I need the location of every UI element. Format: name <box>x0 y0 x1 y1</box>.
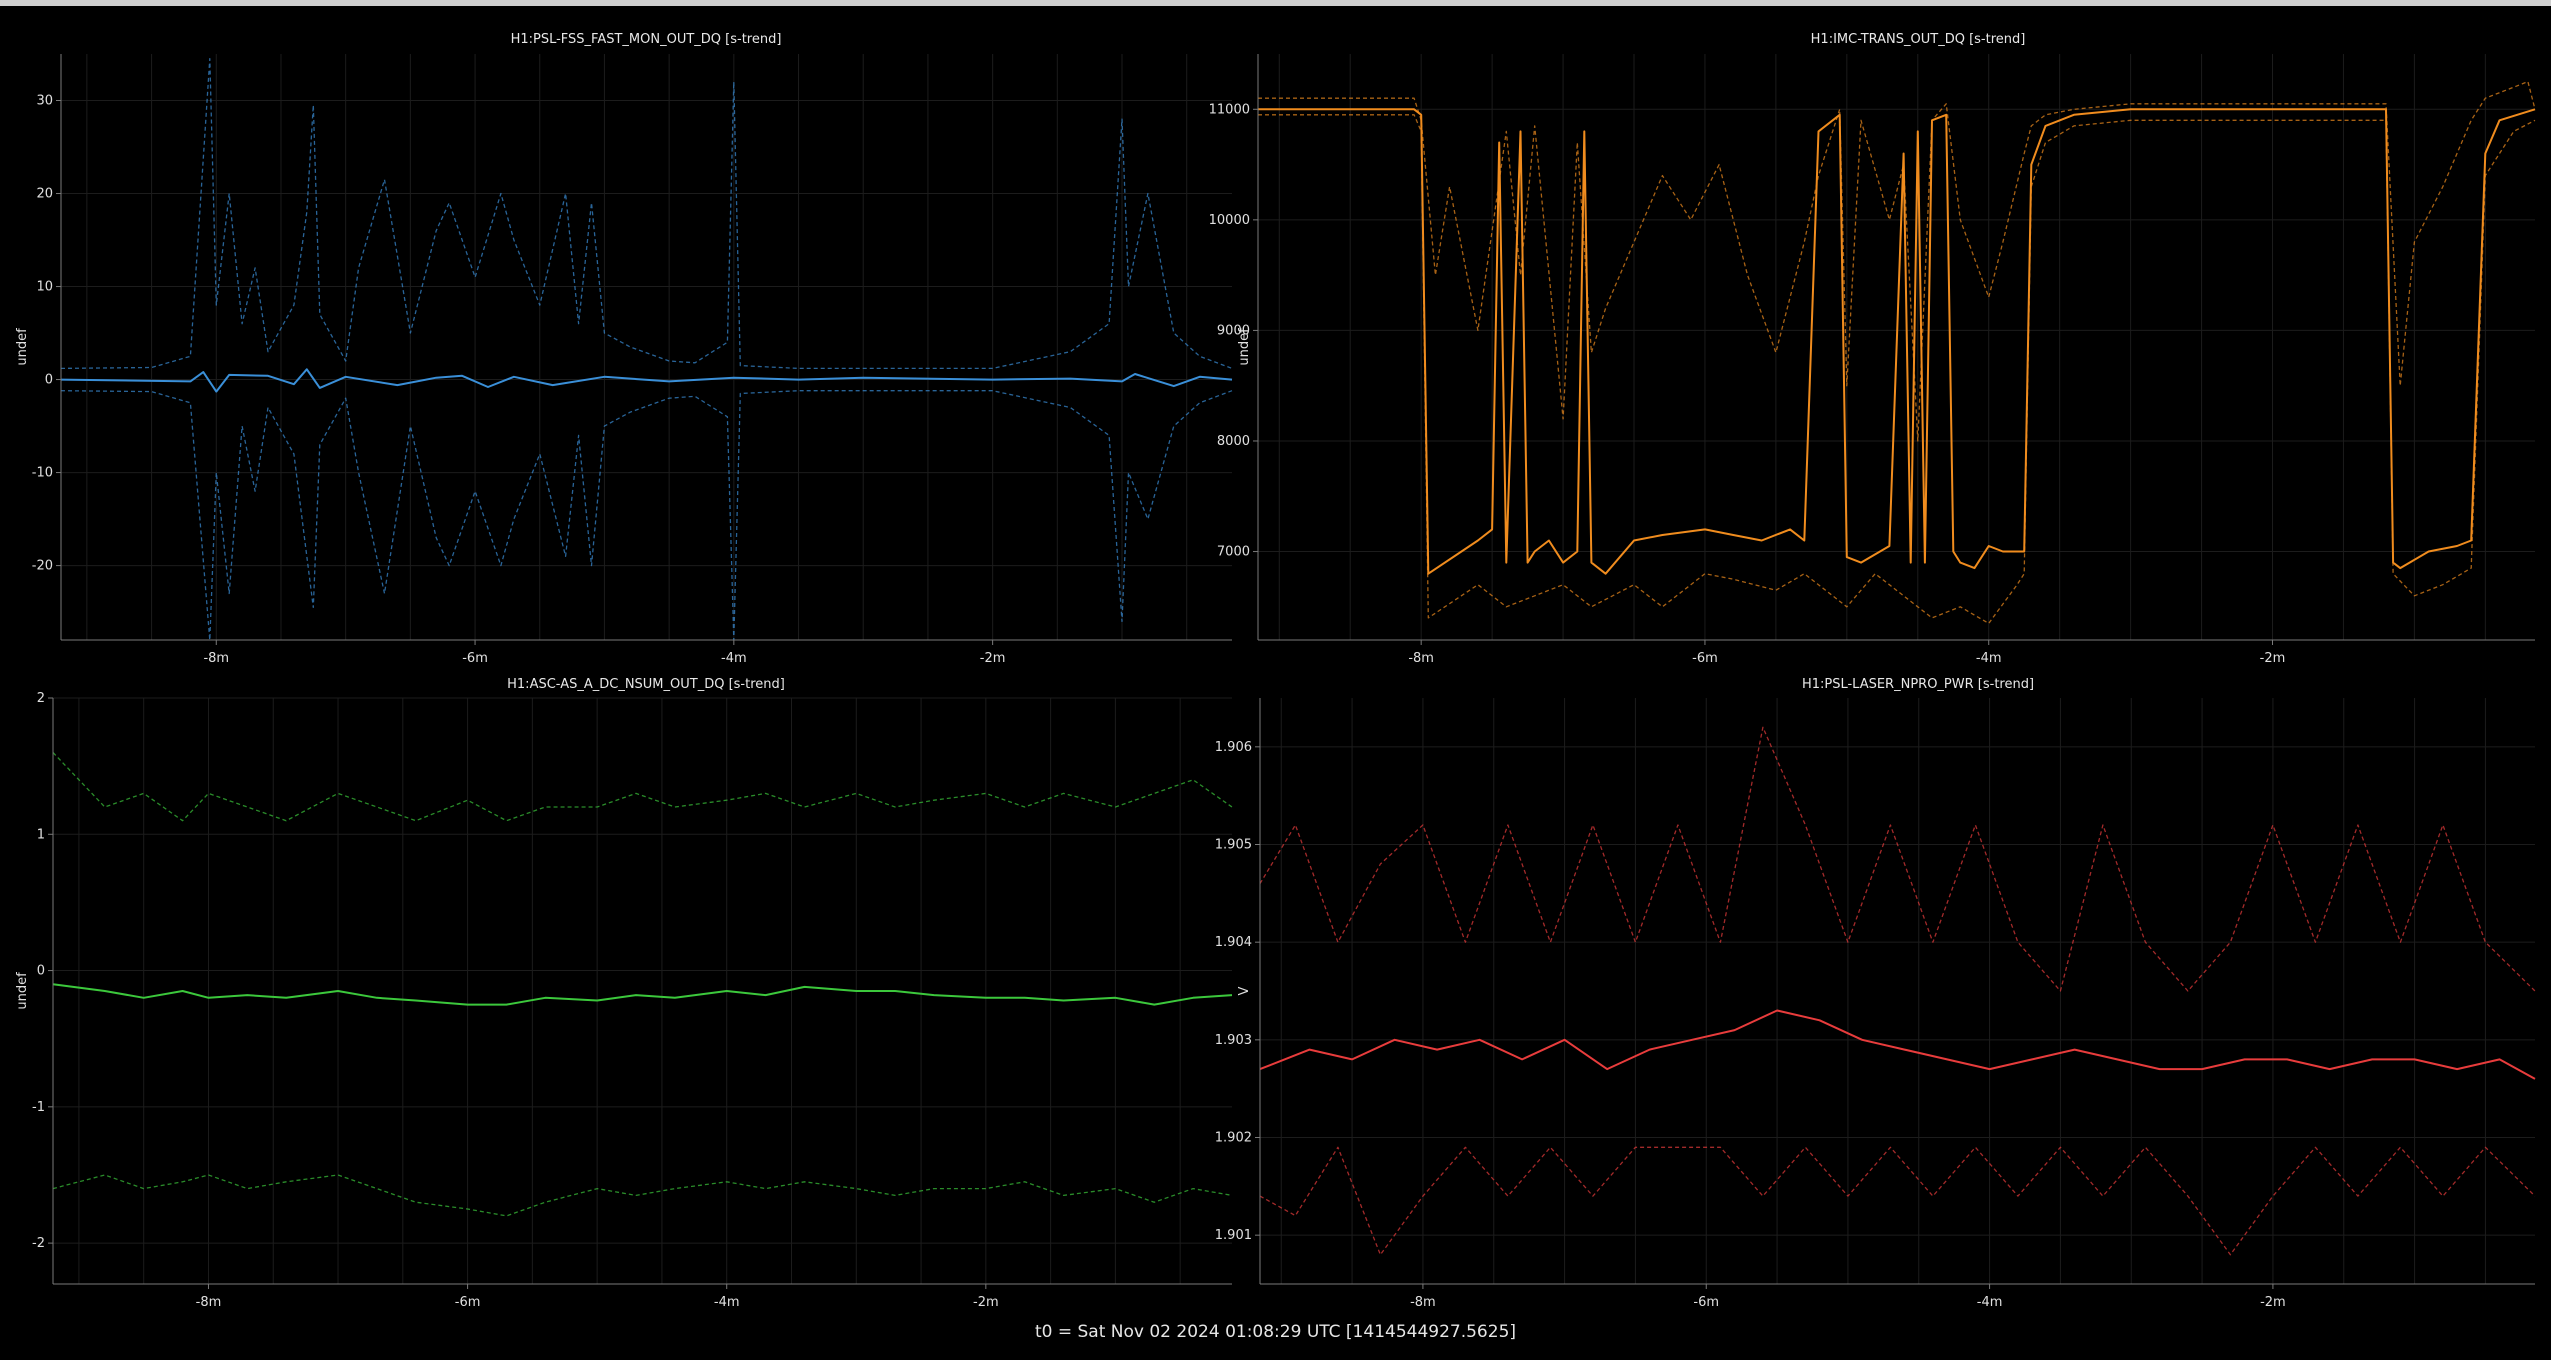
asc-x-tick-label: -4m <box>714 1295 740 1310</box>
npro-series-mean <box>1259 1009 2536 1080</box>
fss-series-mean <box>60 368 1233 393</box>
imc-x-tick-label: -2m <box>2260 651 2286 666</box>
npro-series-min <box>1259 1146 2536 1256</box>
imc-plot: -8m -6m -4m -2m 11000 10000 9000 8000 7000 H1:IMC… <box>1209 32 2536 666</box>
t0-label: t0 = Sat Nov 02 2024 01:08:29 UTC [14145… <box>1034 1322 1517 1342</box>
fss-title: H1:PSL-FSS_FAST_MON_OUT_DQ [s-trend] <box>511 32 782 47</box>
npro-title: H1:PSL-LASER_NPRO_PWR [s-trend] <box>1802 677 2034 692</box>
fss-x-tick-label: -6m <box>462 651 488 666</box>
asc-y-label: undef <box>15 972 30 1010</box>
npro-x-tick-label: -4m <box>1977 1295 2003 1310</box>
fss-y-tick-label: 20 <box>36 187 53 202</box>
imc-x-tick-label: -8m <box>1408 651 1434 666</box>
npro-x-tick-label: -8m <box>1410 1295 1436 1310</box>
fss-y-tick-label: 10 <box>36 280 53 295</box>
asc-series-min <box>52 1174 1233 1217</box>
imc-y-tick-label: 9000 <box>1217 323 1250 338</box>
imc-y-tick-label: 11000 <box>1209 102 1250 117</box>
imc-series-min <box>1258 114 2536 625</box>
asc-x-tick-label: -8m <box>196 1295 222 1310</box>
npro-y-tick-label: 1.903 <box>1215 1033 1252 1048</box>
asc-y-tick-label: -2 <box>32 1236 45 1251</box>
imc-series-max <box>1258 80 2536 442</box>
asc-y-tick-label: 1 <box>37 827 45 842</box>
fss-y-tick-label: -20 <box>32 559 53 574</box>
npro-y-tick-label: 1.905 <box>1215 838 1252 853</box>
npro-y-tick-label: 1.906 <box>1215 740 1252 755</box>
fss-plot: -8m -6m -4m -2m 30 20 10 0 -10 -20 H1:PSL-FSS_FAST… <box>15 32 1233 666</box>
asc-y-tick-label: 0 <box>37 964 45 979</box>
npro-y-label: V <box>1237 986 1252 995</box>
fss-x-tick-label: -2m <box>980 651 1006 666</box>
asc-title: H1:ASC-AS_A_DC_NSUM_OUT_DQ [s-trend] <box>507 677 785 692</box>
imc-x-tick-label: -4m <box>1976 651 2002 666</box>
asc-series-mean <box>52 983 1233 1006</box>
imc-y-tick-label: 8000 <box>1217 434 1250 449</box>
fss-y-tick-label: 0 <box>45 373 53 388</box>
npro-plot: -8m -6m -4m -2m 1.906 1.905 1.904 1.903 1.902 1.9… <box>1215 677 2536 1310</box>
asc-x-tick-label: -2m <box>973 1295 999 1310</box>
fss-y-tick-label: -10 <box>32 466 53 481</box>
fss-x-tick-label: -8m <box>203 651 229 666</box>
npro-y-tick-label: 1.902 <box>1215 1131 1252 1146</box>
asc-y-tick-label: -1 <box>32 1100 45 1115</box>
fss-x-tick-label: -4m <box>721 651 747 666</box>
asc-series-max <box>52 752 1233 822</box>
npro-x-tick-label: -2m <box>2260 1295 2286 1310</box>
fss-y-tick-label: 30 <box>36 94 53 109</box>
npro-x-tick-label: -6m <box>1693 1295 1719 1310</box>
imc-y-tick-label: 10000 <box>1209 213 1250 228</box>
imc-y-tick-label: 7000 <box>1217 545 1250 560</box>
fss-series-min <box>60 390 1233 641</box>
asc-y-tick-label: 2 <box>37 691 45 706</box>
npro-y-tick-label: 1.901 <box>1215 1228 1252 1243</box>
npro-y-tick-label: 1.904 <box>1215 935 1252 950</box>
asc-plot: -8m -6m -4m -2m 2 1 0 -1 -2 H1:ASC-AS_A_DC_NSUM_O… <box>15 677 1233 1310</box>
asc-x-tick-label: -6m <box>455 1295 481 1310</box>
imc-title: H1:IMC-TRANS_OUT_DQ [s-trend] <box>1811 32 2026 47</box>
fss-y-label: undef <box>15 328 30 366</box>
npro-series-max <box>1259 726 2536 992</box>
imc-y-label: undef <box>1237 328 1252 366</box>
imc-x-tick-label: -6m <box>1692 651 1718 666</box>
top-bar <box>0 0 2551 6</box>
imc-series-mean <box>1258 108 2536 575</box>
fss-series-max <box>60 58 1233 370</box>
